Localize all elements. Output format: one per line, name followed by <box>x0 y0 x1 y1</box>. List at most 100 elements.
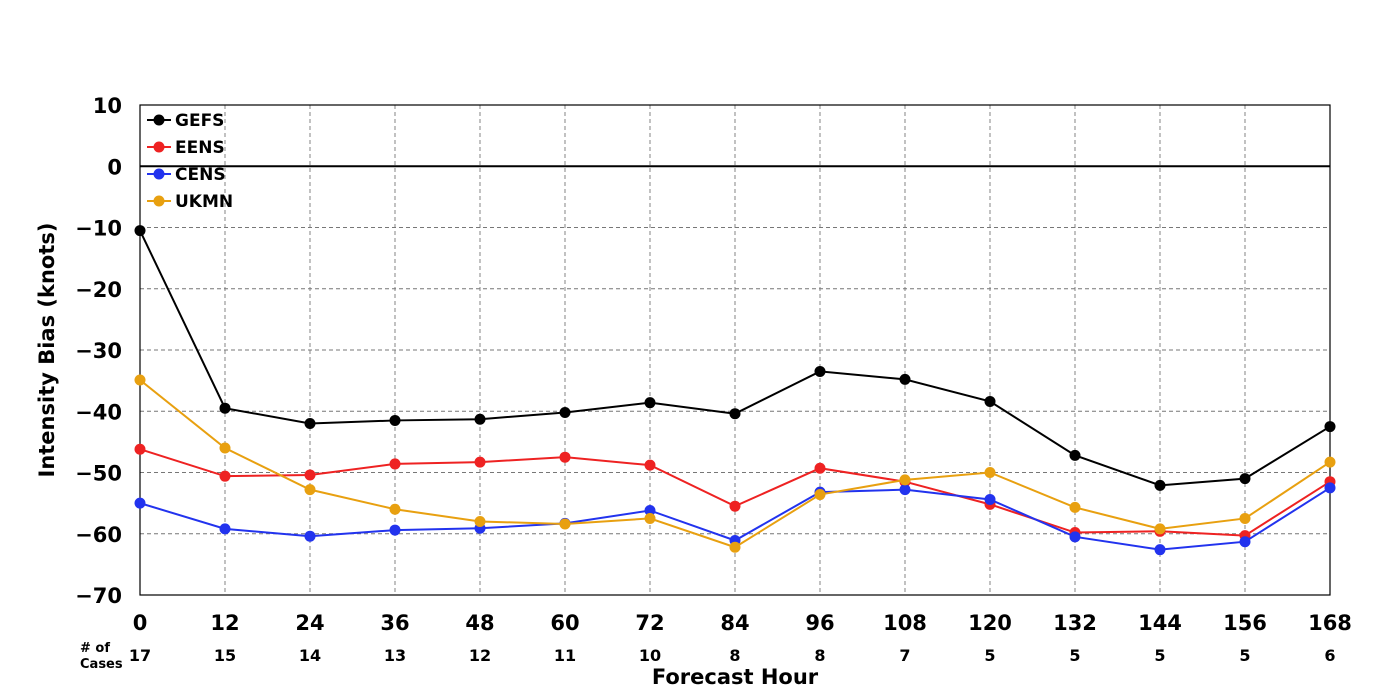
legend-item-cens: CENS <box>147 165 226 185</box>
case-count-label: 14 <box>299 646 321 665</box>
data-point-eens <box>644 459 656 471</box>
case-count-label: 6 <box>1324 646 1335 665</box>
data-point-gefs <box>729 408 741 420</box>
data-point-eens <box>729 500 741 512</box>
data-point-ukmn <box>559 518 571 530</box>
y-tick-label: −20 <box>75 278 122 302</box>
data-point-ukmn <box>644 512 656 524</box>
x-tick-label: 60 <box>550 611 579 635</box>
data-point-cens <box>1154 544 1166 556</box>
x-tick-label: 108 <box>883 611 927 635</box>
x-tick-label: 96 <box>805 611 834 635</box>
case-count-label: 8 <box>729 646 740 665</box>
data-point-ukmn <box>899 474 911 486</box>
y-tick-label: −60 <box>75 523 122 547</box>
legend-swatch-marker <box>153 195 165 207</box>
x-tick-label: 120 <box>968 611 1012 635</box>
case-count-label: 17 <box>129 646 151 665</box>
legend-label: EENS <box>175 138 225 158</box>
data-point-cens <box>1324 482 1336 494</box>
series-lines <box>134 225 1336 556</box>
case-count-label: 13 <box>384 646 406 665</box>
data-point-ukmn <box>1154 523 1166 535</box>
data-point-eens <box>389 458 401 470</box>
data-point-eens <box>219 470 231 482</box>
y-tick-label: −50 <box>75 462 122 486</box>
data-point-gefs <box>389 414 401 426</box>
data-point-gefs <box>1154 479 1166 491</box>
legend-label: UKMN <box>175 192 233 212</box>
x-tick-label: 48 <box>465 611 494 635</box>
data-point-eens <box>559 451 571 463</box>
data-point-eens <box>304 469 316 481</box>
case-count-label: 5 <box>1239 646 1250 665</box>
legend-label: GEFS <box>175 111 224 131</box>
data-point-ukmn <box>474 516 486 527</box>
data-point-cens <box>304 530 316 542</box>
x-axis-title: Forecast Hour <box>652 665 819 689</box>
legend-swatch-marker <box>153 168 165 180</box>
data-point-gefs <box>984 395 996 407</box>
data-point-ukmn <box>1324 456 1336 468</box>
x-tick-label: 84 <box>720 611 749 635</box>
case-count-label: 15 <box>214 646 236 665</box>
data-point-gefs <box>899 373 911 385</box>
cases-header-line1: # of <box>80 641 110 656</box>
cases-header-line2: Cases <box>80 657 123 672</box>
data-point-ukmn <box>389 503 401 515</box>
x-tick-label: 0 <box>133 611 148 635</box>
data-point-gefs <box>644 397 656 409</box>
series-ukmn <box>134 374 1336 553</box>
data-point-gefs <box>559 406 571 418</box>
x-axis-ticks: 0 12 24 36 48 60 72 84 96 108 120 132 144 156 168 <box>133 611 1352 635</box>
case-count-label: 5 <box>1154 646 1165 665</box>
data-point-cens <box>134 497 146 509</box>
legend-item-ukmn: UKMN <box>147 192 233 212</box>
data-point-cens <box>984 493 996 505</box>
data-point-ukmn <box>304 484 316 496</box>
data-point-gefs <box>1324 421 1336 433</box>
data-point-ukmn <box>134 374 146 386</box>
data-point-ukmn <box>1069 501 1081 513</box>
data-point-ukmn <box>984 467 996 478</box>
legend-swatch-marker <box>153 114 165 126</box>
case-count-label: 7 <box>899 646 910 665</box>
x-tick-label: 144 <box>1138 611 1182 635</box>
data-point-gefs <box>219 402 231 414</box>
data-point-eens <box>474 456 486 468</box>
x-tick-label: 12 <box>210 611 239 635</box>
case-count-label: 8 <box>814 646 825 665</box>
case-count-label: 5 <box>1069 646 1080 665</box>
case-count-label: 11 <box>554 646 576 665</box>
data-point-eens <box>814 462 826 474</box>
legend-swatch-marker <box>153 141 165 153</box>
data-point-cens <box>644 504 656 516</box>
legend-item-gefs: GEFS <box>147 111 224 131</box>
x-tick-label: 156 <box>1223 611 1267 635</box>
data-point-ukmn <box>729 541 741 553</box>
case-count-label: 10 <box>639 646 661 665</box>
case-count-label: 5 <box>984 646 995 665</box>
y-tick-label: 0 <box>107 155 122 179</box>
data-point-gefs <box>814 365 826 377</box>
x-tick-label: 24 <box>295 611 324 635</box>
series-cens <box>134 482 1336 556</box>
x-tick-label: 72 <box>635 611 664 635</box>
x-tick-label: 132 <box>1053 611 1097 635</box>
data-point-gefs <box>474 413 486 425</box>
legend-item-eens: EENS <box>147 138 225 158</box>
data-point-ukmn <box>219 442 231 454</box>
data-point-gefs <box>134 225 146 237</box>
legend-label: CENS <box>175 165 226 185</box>
y-tick-label: −70 <box>75 584 122 608</box>
series-gefs <box>134 225 1336 491</box>
legend: GEFS EENS CENS UKMN <box>147 111 233 212</box>
data-point-gefs <box>1239 473 1251 485</box>
y-axis-title: Intensity Bias (knots) <box>35 223 59 478</box>
x-tick-label: 168 <box>1308 611 1352 635</box>
data-point-cens <box>899 484 911 496</box>
data-point-cens <box>219 523 231 535</box>
data-point-gefs <box>1069 449 1081 461</box>
y-tick-label: −40 <box>75 400 122 424</box>
